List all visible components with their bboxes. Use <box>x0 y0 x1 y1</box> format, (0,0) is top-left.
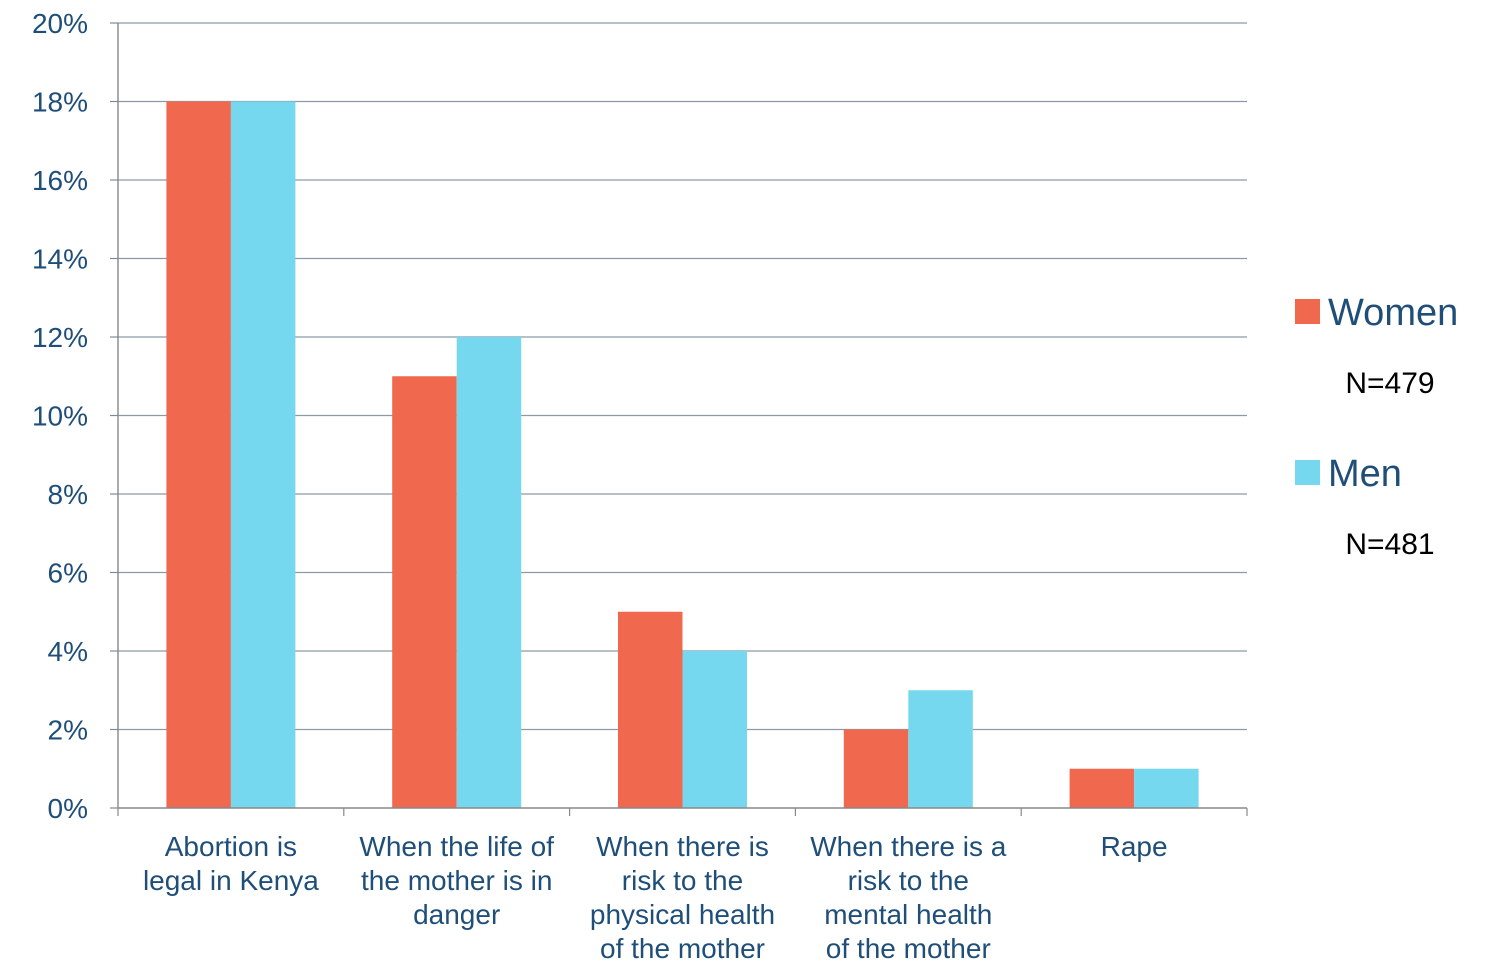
y-tick-label: 8% <box>48 479 88 510</box>
x-tick-label-line: risk to the <box>622 865 743 896</box>
y-tick-label: 6% <box>48 558 88 589</box>
x-tick-label: Abortion is legal in Kenya <box>143 831 319 896</box>
x-tick-label: Rape <box>1101 831 1168 862</box>
legend-sample-size: N=481 <box>1345 528 1434 561</box>
bar-women <box>618 611 683 808</box>
legend-label-men: Men <box>1328 453 1402 495</box>
legend-swatch-women <box>1295 299 1320 324</box>
bars <box>166 101 1199 808</box>
x-tick-label-line: the mother is in <box>361 865 552 896</box>
y-tick-label: 14% <box>32 244 88 275</box>
x-tick-label-line: When the life of <box>359 831 554 862</box>
legend-label-women: Women <box>1328 292 1458 334</box>
bar-men <box>682 651 747 808</box>
y-tick-label: 12% <box>32 322 88 353</box>
x-tick-label-line: danger <box>413 899 500 930</box>
bar-women <box>1069 768 1135 808</box>
y-tick-label: 20% <box>32 8 88 39</box>
y-tick-label: 2% <box>48 715 88 746</box>
x-tick-label-line: Rape <box>1101 831 1168 862</box>
bar-women <box>843 729 909 808</box>
x-tick-label: When there is risk to the physical health o… <box>590 831 775 964</box>
axes <box>110 22 1248 816</box>
x-tick-label-line: physical health <box>590 899 775 930</box>
legend-swatch-men <box>1295 460 1320 485</box>
x-tick-label-line: risk to the <box>848 865 969 896</box>
x-axis-ticks: Abortion is legal in Kenya When the life o… <box>143 831 1168 964</box>
x-tick-label-line: of the mother <box>826 933 991 964</box>
y-tick-label: 18% <box>32 87 88 118</box>
y-axis-ticks: 0% 2% 4% 6% 8% 10% 12% 14% 16% 18% 20% <box>32 8 88 824</box>
x-tick-label-line: When there is <box>596 831 769 862</box>
x-tick-label-line: mental health <box>824 899 992 930</box>
legend: Women N=479 Men N=481 <box>1295 292 1458 561</box>
bar-men <box>230 101 296 808</box>
gridlines <box>118 22 1247 731</box>
y-tick-label: 16% <box>32 165 88 196</box>
y-tick-label: 10% <box>32 401 88 432</box>
bar-men <box>456 337 522 808</box>
x-tick-label: When the life of the mother is in danger <box>359 831 554 930</box>
bar-women <box>392 376 457 808</box>
legend-sample-size: N=479 <box>1345 367 1434 400</box>
bar-men <box>1134 768 1199 808</box>
x-tick-label-line: of the mother <box>600 933 765 964</box>
x-tick-label-line: When there is a <box>810 831 1007 862</box>
bar-women <box>166 101 231 808</box>
x-tick-label: When there is a risk to the mental health o… <box>810 831 1007 964</box>
bar-men <box>908 690 973 808</box>
x-tick-label-line: Abortion is <box>165 831 297 862</box>
y-tick-label: 0% <box>48 793 88 824</box>
y-tick-label: 4% <box>48 636 88 667</box>
x-tick-label-line: legal in Kenya <box>143 865 319 896</box>
